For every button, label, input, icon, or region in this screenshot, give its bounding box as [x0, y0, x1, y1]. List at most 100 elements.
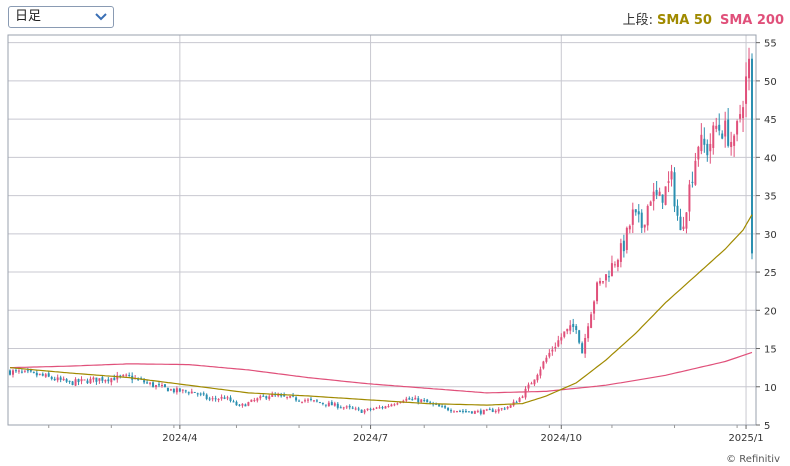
candle-body: [74, 379, 77, 386]
candle-body: [488, 409, 491, 411]
candle-body: [450, 410, 453, 412]
candle-body: [727, 119, 730, 146]
period-select[interactable]: 日足: [8, 6, 114, 28]
candle-body: [712, 125, 715, 148]
legend-prefix: 上段:: [622, 13, 653, 28]
candle-body: [682, 226, 685, 229]
candle-body: [458, 410, 461, 412]
candle-body: [226, 397, 229, 399]
candle-body: [602, 281, 605, 283]
candle-body: [250, 399, 253, 402]
candle-body: [116, 375, 119, 380]
candle-body: [533, 379, 536, 385]
candle-body: [146, 382, 149, 384]
candle-body: [324, 404, 327, 406]
candle-body: [65, 379, 68, 382]
candle-body: [44, 374, 47, 377]
candle-body: [524, 388, 527, 398]
candle-body: [381, 407, 384, 409]
candle-body: [247, 402, 250, 406]
y-tick-label: 35: [764, 192, 777, 203]
candle-body: [71, 381, 74, 386]
candle-body: [676, 205, 679, 216]
candle-body: [104, 380, 107, 382]
candle-body: [530, 383, 533, 385]
candle-body: [655, 189, 658, 195]
candle-body: [482, 409, 485, 415]
plot-frame: [7, 34, 757, 426]
candle-body: [470, 411, 473, 414]
candle-body: [637, 211, 640, 215]
candle-body: [560, 337, 563, 341]
candle-body: [670, 171, 673, 180]
candle-body: [259, 396, 262, 399]
candle-body: [223, 397, 226, 399]
candle-body: [280, 395, 283, 397]
candle-body: [157, 384, 160, 386]
candle-body: [336, 403, 339, 408]
candle-body: [125, 374, 128, 376]
legend-sma200: SMA 200: [719, 13, 784, 28]
candle-body: [444, 406, 447, 408]
candle-body: [14, 370, 17, 372]
y-tick-label: 15: [764, 345, 777, 356]
x-axis: 2024/4 2024/7 2024/10 2025/1: [48, 425, 764, 444]
candle-body: [685, 212, 688, 229]
candle-body: [68, 380, 71, 382]
candle-body: [262, 395, 265, 397]
candle-body: [566, 328, 569, 332]
candle-body: [128, 375, 131, 377]
candle-body: [491, 409, 494, 412]
candle-body: [95, 377, 98, 382]
candle-body: [506, 406, 509, 409]
candle-body: [545, 357, 548, 362]
candle-body: [351, 407, 354, 409]
candle-body: [461, 410, 464, 412]
candle-body: [649, 201, 652, 206]
candle-body: [709, 143, 712, 152]
candle-body: [619, 243, 622, 262]
y-tick-label: 50: [764, 77, 777, 88]
candle-body: [730, 141, 733, 148]
candle-body: [110, 378, 113, 383]
candle-body: [271, 394, 274, 397]
candle-body: [32, 371, 35, 373]
candle-body: [312, 400, 315, 402]
candle-body: [640, 212, 643, 228]
candle-body: [202, 393, 205, 395]
candle-body: [113, 377, 116, 381]
candle-body: [551, 349, 554, 352]
candle-body: [268, 396, 271, 399]
candle-body: [736, 121, 739, 135]
candle-body: [9, 370, 11, 375]
chart-grid: [8, 35, 756, 426]
candle-body: [646, 205, 649, 226]
candle-body: [232, 401, 235, 403]
candle-body: [581, 343, 584, 354]
candle-body: [494, 410, 497, 413]
candle-body: [596, 282, 599, 302]
candle-body: [572, 323, 575, 328]
candle-body: [485, 409, 488, 411]
candle-body: [715, 125, 718, 129]
candle-body: [172, 388, 175, 393]
candle-body: [339, 407, 342, 409]
candle-body: [53, 378, 56, 381]
period-select-value: 日足: [15, 9, 42, 24]
candle-body: [429, 402, 432, 404]
candle-body: [593, 301, 596, 314]
candle-body: [152, 382, 155, 387]
candle-body: [229, 397, 232, 401]
candle-body: [527, 384, 530, 389]
candle-body: [497, 409, 500, 412]
candle-body: [628, 225, 631, 230]
candle-body: [515, 401, 518, 403]
x-tick-label: 2024/7: [353, 433, 388, 444]
candle-body: [417, 398, 420, 403]
candle-body: [354, 408, 357, 410]
candle-body: [59, 377, 62, 380]
legend-sma50: SMA 50: [656, 13, 712, 28]
candle-body: [238, 404, 241, 406]
candle-body: [160, 385, 163, 387]
candle-body: [190, 391, 193, 394]
